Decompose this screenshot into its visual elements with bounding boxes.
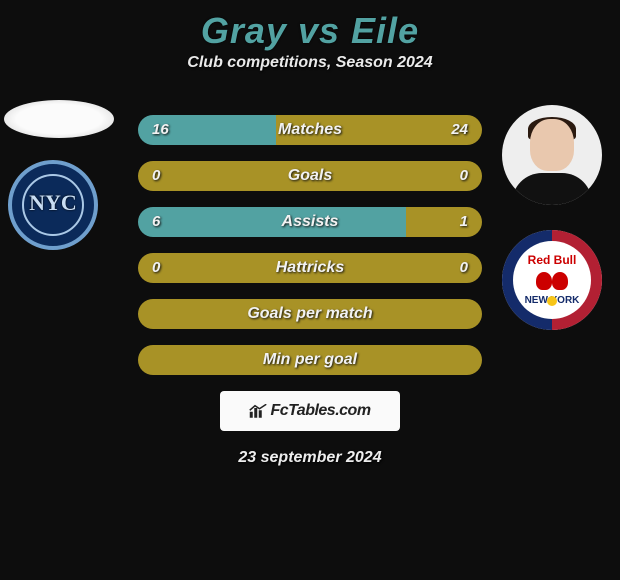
subtitle: Club competitions, Season 2024: [0, 54, 620, 72]
stat-row: Min per goal: [138, 345, 482, 375]
stat-label: Goals per match: [138, 299, 482, 329]
page-title: Gray vs Eile: [0, 10, 620, 52]
stat-label: Matches: [138, 115, 482, 145]
fctables-label: FcTables.com: [270, 402, 370, 420]
stat-row: 1624Matches: [138, 115, 482, 145]
stat-label: Goals: [138, 161, 482, 191]
stat-row: Goals per match: [138, 299, 482, 329]
fctables-brand[interactable]: FcTables.com: [220, 391, 400, 431]
date-footer: 23 september 2024: [0, 449, 620, 467]
comparison-content: NYC Red Bull NEW YORK 1624Matches 00Goals…: [0, 115, 620, 483]
stat-label: Min per goal: [138, 345, 482, 375]
player-photo-left: [4, 100, 114, 138]
redbull-text: Red Bull: [528, 254, 577, 266]
right-club-badge-holder: Red Bull NEW YORK: [502, 230, 602, 330]
fctables-chart-icon: [249, 404, 267, 418]
stat-label: Assists: [138, 207, 482, 237]
title-player-right: Eile: [351, 10, 419, 51]
player-photo-right: [502, 105, 602, 205]
redbull-badge-icon: Red Bull NEW YORK: [502, 230, 602, 330]
stat-row: 00Hattricks: [138, 253, 482, 283]
stat-row: 61Assists: [138, 207, 482, 237]
title-player-left: Gray: [201, 10, 287, 51]
stat-label: Hattricks: [138, 253, 482, 283]
nycfc-monogram: NYC: [29, 190, 77, 216]
title-vs: vs: [298, 10, 340, 51]
left-club-badge-holder: NYC: [8, 160, 98, 250]
stat-bars: 1624Matches 00Goals 61Assists 00Hattricks Go…: [138, 115, 482, 375]
stat-row: 00Goals: [138, 161, 482, 191]
nycfc-badge-icon: NYC: [8, 160, 98, 250]
